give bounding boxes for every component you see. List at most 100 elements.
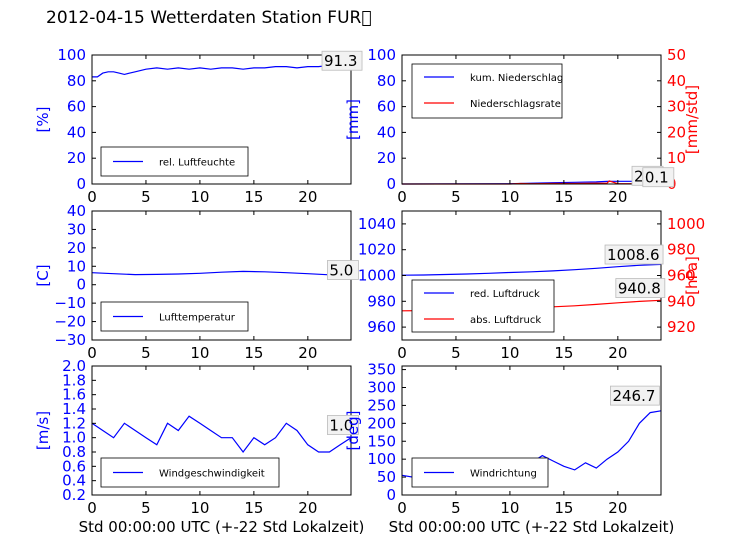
- legend-label: Niederschlagsrate: [470, 99, 561, 110]
- panel-temperature: 0 5 10 15 20−30−20−10010203040[C]Lufttempera…: [34, 202, 359, 362]
- y-axis-label: [C]: [34, 264, 52, 286]
- y-tick-label: 0: [386, 175, 396, 193]
- legend-label: Windgeschwindigkeit: [159, 469, 265, 480]
- y-tick-label: 150: [367, 432, 396, 450]
- panel-humidity: 0 5 10 15 20 0 20 40 60 80 100 [%] rel. Luftfeuchte 9…: [34, 46, 363, 206]
- value-annotation: 1008.6: [607, 246, 660, 264]
- y-tick-label-right: 920: [667, 318, 696, 336]
- y-axis-label: [m/s]: [34, 411, 52, 450]
- y-tick-label-right: 30: [667, 98, 686, 116]
- y-tick-label: 980: [367, 292, 396, 310]
- y-tick-label: 1000: [358, 267, 396, 285]
- x-tick-label: 15: [244, 188, 263, 206]
- value-annotation: 246.7: [612, 387, 655, 405]
- y-axis-label: [%]: [34, 107, 52, 133]
- legend-box: [411, 63, 563, 119]
- x-tick-label: 0: [397, 344, 407, 362]
- x-axis-label: Std 00:00:00 UTC (+-22 Std Lokalzeit): [389, 518, 675, 536]
- y-tick-label-right: 940: [667, 292, 696, 310]
- y-axis-label-right: [mm/std]: [683, 85, 701, 154]
- y-tick-label: 0.6: [62, 457, 86, 475]
- value-annotation-box: [610, 385, 660, 406]
- x-tick-label: 10: [190, 344, 209, 362]
- y-tick-label-right: 960: [667, 267, 696, 285]
- x-tick-label: 15: [554, 188, 573, 206]
- y-tick-label: 80: [67, 72, 86, 90]
- y-tick-label: 1.2: [62, 414, 86, 432]
- x-axis-label: Std 00:00:00 UTC (+-22 Std Lokalzeit): [79, 518, 365, 536]
- y-tick-label: 0.4: [62, 472, 86, 490]
- value-annotation-box: [327, 260, 359, 280]
- value-annotation: 1.0: [329, 417, 353, 435]
- series-line-lufttemperatur: [91, 270, 352, 277]
- x-tick-label: 0: [397, 188, 407, 206]
- x-tick-label: 0: [87, 499, 97, 517]
- x-tick-label: 5: [451, 188, 461, 206]
- y-tick-label-right: 1000: [667, 215, 705, 233]
- x-tick-label: 5: [141, 188, 151, 206]
- value-annotation-box: [642, 167, 675, 188]
- plot-frame: [91, 54, 352, 185]
- x-tick-label: 15: [244, 344, 263, 362]
- y-tick-label: 1.8: [62, 371, 86, 389]
- value-annotation-box: [321, 50, 363, 71]
- x-tick-label: 15: [244, 499, 263, 517]
- y-axis-label: [mm]: [344, 99, 362, 140]
- plot-frame: [401, 54, 662, 185]
- y-tick-label: −20: [54, 313, 86, 331]
- y-tick-label: 1.4: [62, 400, 86, 418]
- y-axis-label-right: [hPa]: [683, 256, 701, 295]
- value-annotation: 91.3: [324, 52, 357, 70]
- y-tick-label: 100: [367, 46, 396, 64]
- y-tick-label: 0: [386, 486, 396, 504]
- y-tick-label: 350: [367, 361, 396, 379]
- y-tick-label: 10: [67, 257, 86, 275]
- x-tick-label: 0: [87, 188, 97, 206]
- x-tick-label: 0: [397, 499, 407, 517]
- y-tick-label: 1040: [358, 215, 396, 233]
- y-tick-label: 1.6: [62, 386, 86, 404]
- x-tick-label: 10: [500, 499, 519, 517]
- y-tick-label: 2.0: [62, 357, 86, 375]
- value-annotation: 940.8: [618, 280, 661, 298]
- series-line-rel-luftfeuchte: [92, 64, 351, 78]
- y-tick-label: −30: [54, 331, 86, 349]
- y-tick-label: 60: [67, 98, 86, 116]
- y-tick-label: 250: [367, 396, 396, 414]
- x-tick-label: 10: [190, 499, 209, 517]
- x-tick-label: 15: [554, 344, 573, 362]
- value-annotation-box: [615, 278, 666, 298]
- y-tick-label-right: 40: [667, 72, 686, 90]
- y-tick-label: 40: [377, 123, 396, 141]
- y-tick-label: 20: [67, 239, 86, 257]
- x-tick-label: 5: [141, 344, 151, 362]
- x-tick-label: 10: [500, 188, 519, 206]
- value-annotation: 0.1: [645, 169, 669, 187]
- value-annotation-box: [327, 415, 359, 435]
- y-tick-label: 0: [76, 276, 86, 294]
- y-tick-label: 50: [377, 468, 396, 486]
- y-tick-label: 0.2: [62, 486, 86, 504]
- value-annotation-box: [604, 244, 664, 265]
- y-tick-label: 40: [67, 202, 86, 220]
- legend-label: red. Luftdruck: [470, 289, 540, 300]
- x-tick-label: 20: [298, 344, 317, 362]
- x-tick-label: 0: [87, 344, 97, 362]
- x-tick-label: 20: [608, 188, 627, 206]
- legend-label: Lufttemperatur: [159, 313, 236, 324]
- x-tick-label: 5: [451, 499, 461, 517]
- panel-pressure: 0 5 10 15 20 960 980 1000 1020 1040 920 940 960 980 10…: [358, 210, 705, 362]
- x-tick-label: 20: [298, 188, 317, 206]
- legend-label: Windrichtung: [470, 469, 537, 480]
- x-tick-label: 15: [554, 499, 573, 517]
- y-axis-label: [deg]: [344, 411, 362, 451]
- figure-title: 2012-04-15 Wetterdaten Station FUR : [46, 8, 372, 28]
- legend-label: abs. Luftdruck: [470, 315, 541, 326]
- x-tick-label: 5: [451, 344, 461, 362]
- legend-box: [411, 279, 555, 333]
- x-tick-label: 10: [190, 188, 209, 206]
- y-tick-label-right: 10: [667, 149, 686, 167]
- y-tick-label: 0: [76, 175, 86, 193]
